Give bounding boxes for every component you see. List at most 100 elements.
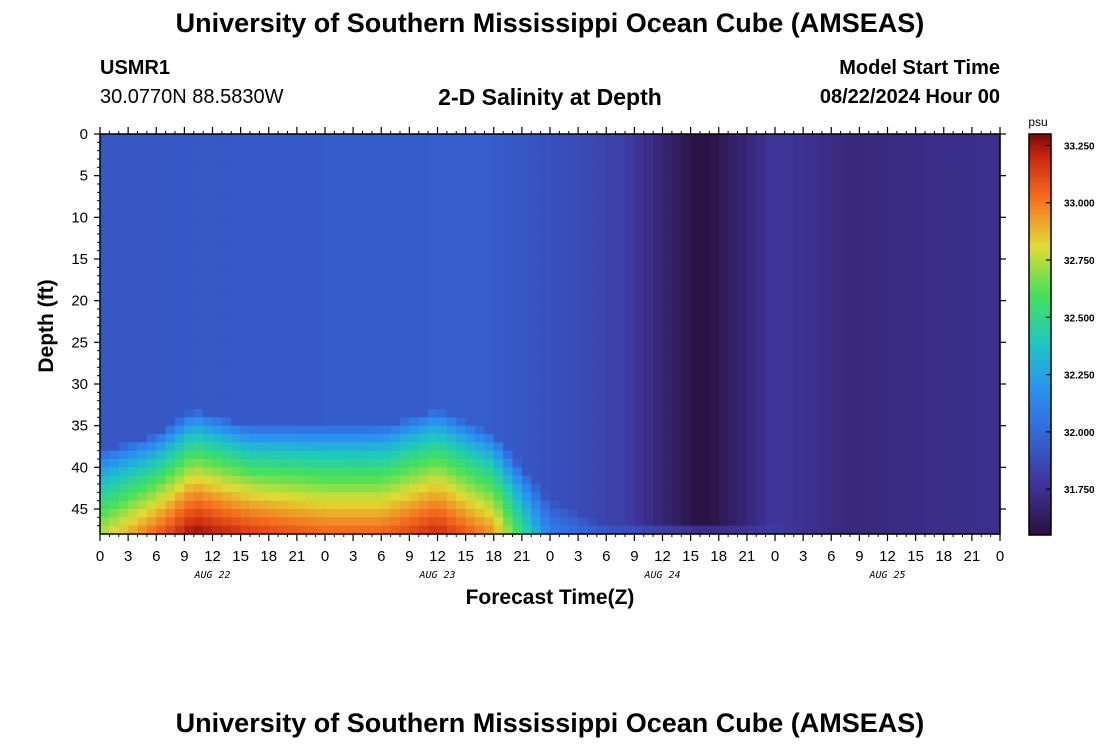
heatmap-cell bbox=[559, 250, 570, 260]
heatmap-cell bbox=[971, 142, 982, 152]
heatmap-cell bbox=[625, 259, 635, 268]
heatmap-cell bbox=[156, 517, 167, 527]
heatmap-cell bbox=[475, 467, 485, 477]
heatmap-cell bbox=[559, 459, 570, 468]
heatmap-cell bbox=[137, 450, 148, 460]
heatmap-cell bbox=[456, 509, 467, 518]
heatmap-cell bbox=[587, 150, 598, 160]
heatmap-cell bbox=[400, 275, 410, 285]
heatmap-cell bbox=[953, 225, 964, 235]
heatmap-cell bbox=[615, 484, 626, 493]
heatmap-cell bbox=[381, 392, 392, 402]
heatmap-cell bbox=[681, 350, 692, 360]
heatmap-cell bbox=[868, 384, 879, 393]
heatmap-cell bbox=[793, 267, 804, 277]
heatmap-cell bbox=[400, 342, 410, 352]
heatmap-cell bbox=[915, 409, 926, 418]
heatmap-cell bbox=[475, 325, 485, 335]
heatmap-cell bbox=[587, 242, 598, 252]
heatmap-cell bbox=[634, 392, 645, 402]
heatmap-cell bbox=[625, 159, 635, 168]
heatmap-cell bbox=[653, 250, 664, 260]
heatmap-cell bbox=[568, 184, 579, 193]
heatmap-cell bbox=[540, 234, 551, 243]
heatmap-cell bbox=[540, 425, 551, 435]
heatmap-cell bbox=[278, 434, 289, 443]
heatmap-cell bbox=[362, 500, 373, 510]
heatmap-cell bbox=[821, 317, 832, 327]
heatmap-cell bbox=[737, 350, 748, 360]
heatmap-cell bbox=[709, 350, 720, 360]
heatmap-cell bbox=[803, 467, 814, 477]
heatmap-cell bbox=[700, 342, 710, 352]
heatmap-cell bbox=[578, 409, 589, 418]
heatmap-cell bbox=[475, 484, 485, 493]
heatmap-cell bbox=[137, 484, 148, 493]
heatmap-cell bbox=[296, 225, 307, 235]
heatmap-cell bbox=[850, 242, 860, 252]
heatmap-cell bbox=[400, 484, 410, 493]
heatmap-cell bbox=[671, 242, 682, 252]
heatmap-cell bbox=[315, 192, 326, 202]
heatmap-cell bbox=[718, 384, 729, 393]
heatmap-cell bbox=[925, 150, 935, 160]
heatmap-cell bbox=[146, 267, 157, 277]
heatmap-cell bbox=[287, 275, 298, 285]
heatmap-cell bbox=[446, 417, 457, 427]
heatmap-cell bbox=[990, 484, 1001, 493]
heatmap-cell bbox=[109, 375, 120, 385]
heatmap-cell bbox=[428, 134, 439, 143]
heatmap-cell bbox=[493, 367, 504, 377]
heatmap-cell bbox=[100, 184, 110, 193]
heatmap-cell bbox=[971, 475, 982, 485]
heatmap-cell bbox=[550, 242, 560, 252]
heatmap-cell bbox=[578, 342, 589, 352]
colorbar-unit: psu bbox=[1028, 115, 1047, 129]
heatmap-cell bbox=[371, 192, 382, 202]
heatmap-cell bbox=[475, 217, 485, 227]
heatmap-cell bbox=[437, 217, 448, 227]
heatmap-cell bbox=[812, 409, 823, 418]
heatmap-cell bbox=[662, 417, 673, 427]
heatmap-cell bbox=[353, 375, 364, 385]
heatmap-cell bbox=[221, 484, 232, 493]
heatmap-cell bbox=[334, 392, 345, 402]
heatmap-cell bbox=[540, 467, 551, 477]
heatmap-cell bbox=[596, 234, 607, 243]
heatmap-cell bbox=[821, 367, 832, 377]
x-tick-label: 3 bbox=[574, 548, 582, 565]
heatmap-cell bbox=[737, 325, 748, 335]
heatmap-cell bbox=[840, 167, 851, 177]
heatmap-cell bbox=[390, 475, 401, 485]
heatmap-cell bbox=[606, 309, 617, 318]
heatmap-cell bbox=[868, 442, 879, 452]
heatmap-cell bbox=[634, 517, 645, 527]
heatmap-cell bbox=[137, 225, 148, 235]
heatmap-cell bbox=[737, 300, 748, 310]
heatmap-cell bbox=[353, 525, 364, 535]
heatmap-cell bbox=[100, 209, 110, 218]
heatmap-cell bbox=[371, 450, 382, 460]
heatmap-cell bbox=[915, 525, 926, 535]
heatmap-cell bbox=[868, 209, 879, 218]
heatmap-cell bbox=[334, 167, 345, 177]
heatmap-cell bbox=[409, 517, 420, 527]
heatmap-cell bbox=[250, 525, 260, 535]
x-tick-label: 15 bbox=[682, 548, 699, 565]
heatmap-cell bbox=[315, 175, 326, 185]
heatmap-cell bbox=[887, 184, 898, 193]
heatmap-cell bbox=[896, 309, 907, 318]
heatmap-cell bbox=[859, 334, 870, 343]
heatmap-cell bbox=[915, 500, 926, 510]
heatmap-cell bbox=[578, 275, 589, 285]
heatmap-cell bbox=[540, 242, 551, 252]
heatmap-cell bbox=[896, 475, 907, 485]
heatmap-cell bbox=[737, 484, 748, 493]
heatmap-cell bbox=[221, 159, 232, 168]
heatmap-cell bbox=[868, 234, 879, 243]
heatmap-cell bbox=[362, 150, 373, 160]
heatmap-cell bbox=[259, 275, 270, 285]
heatmap-cell bbox=[990, 334, 1001, 343]
heatmap-cell bbox=[203, 350, 214, 360]
heatmap-cell bbox=[550, 342, 560, 352]
